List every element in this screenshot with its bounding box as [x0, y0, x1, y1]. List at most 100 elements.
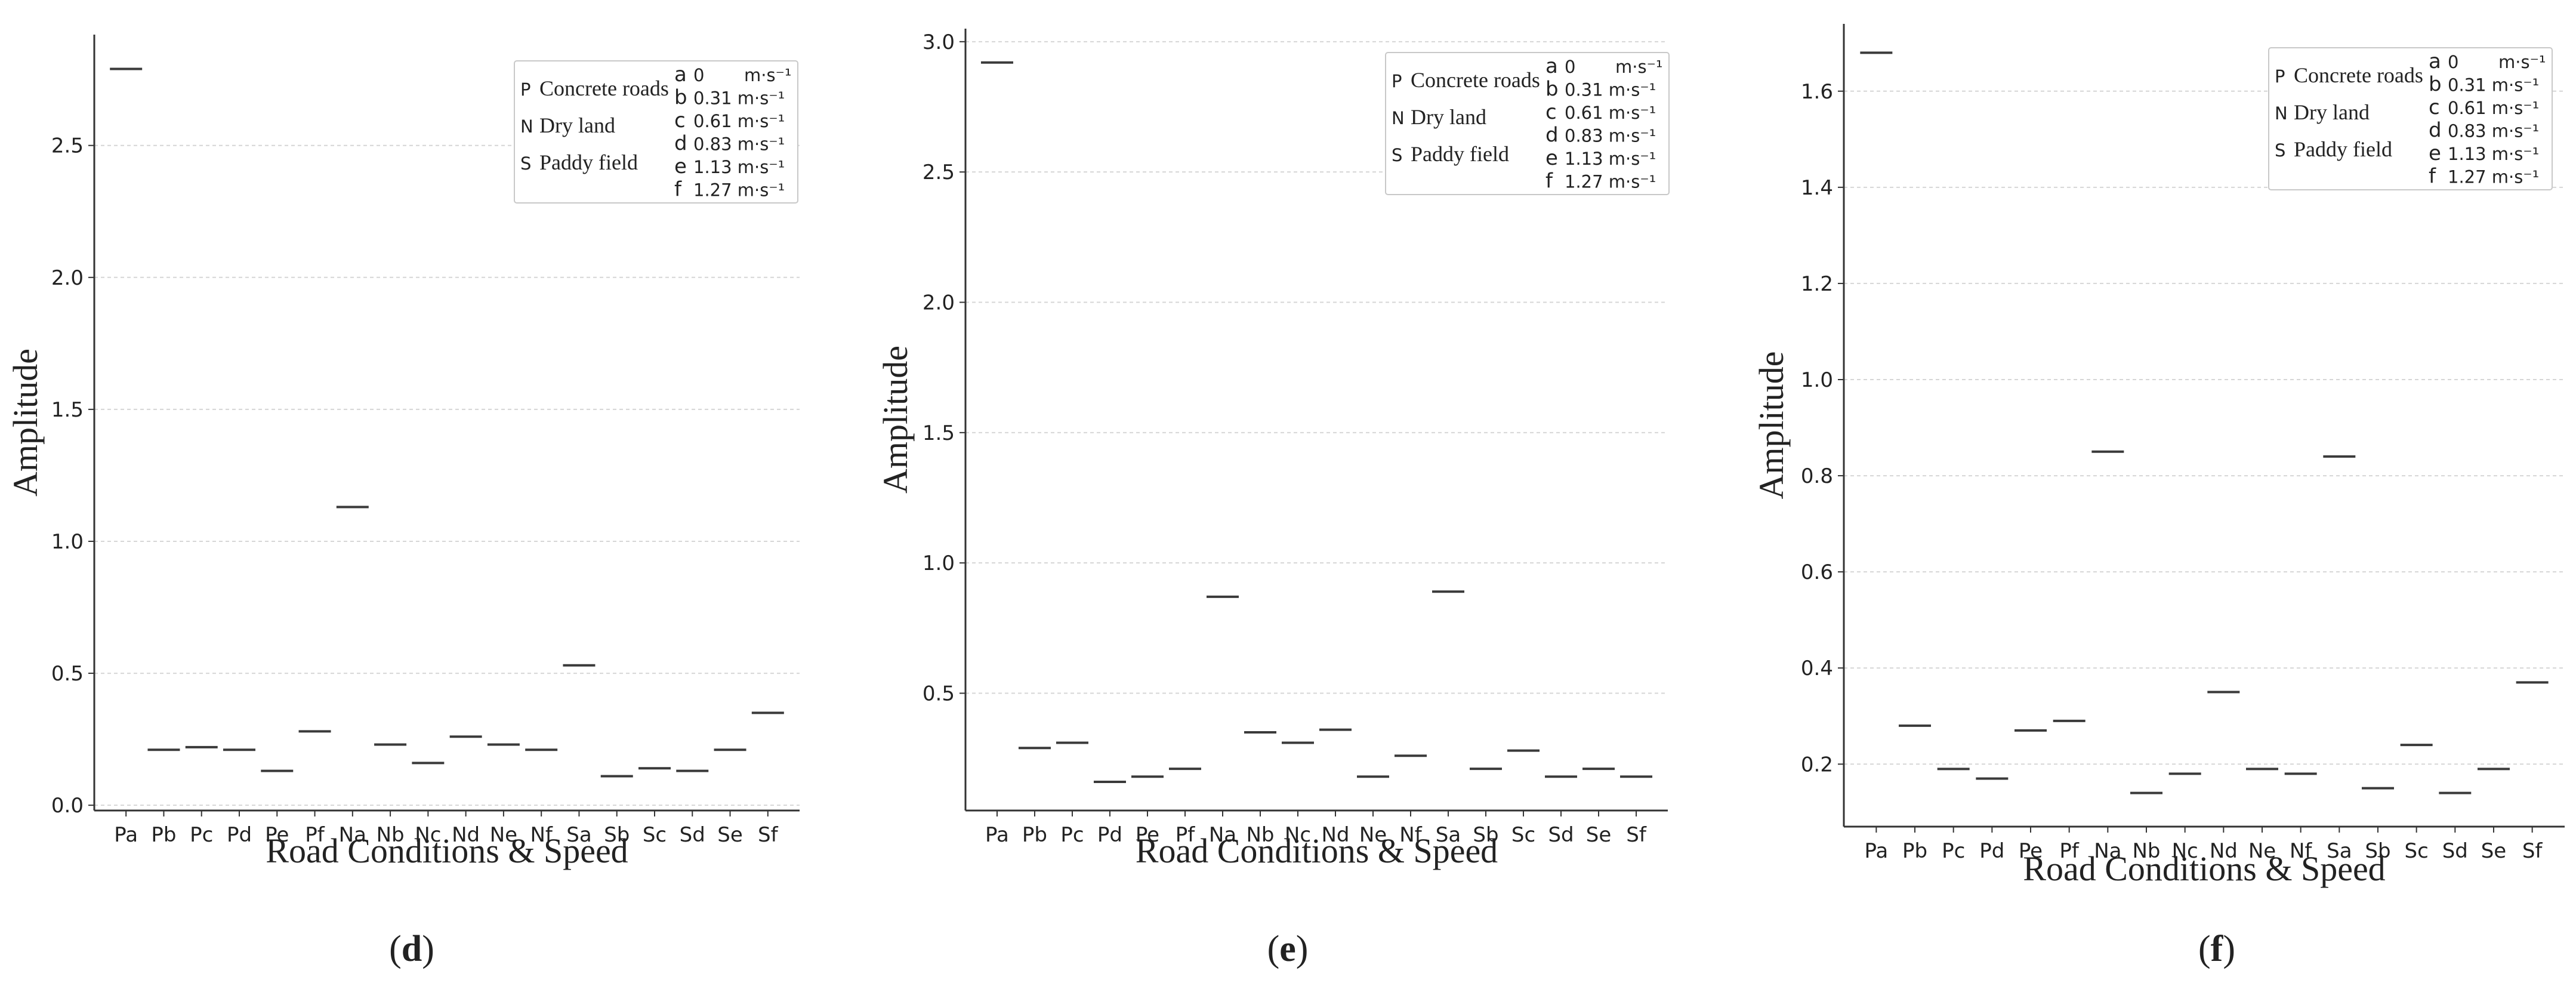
legend-speed-label: 1.13 m·s⁻¹ — [2448, 144, 2539, 164]
y-tick-label: 1.5 — [51, 398, 84, 422]
legend-surface-label: Paddy field — [2294, 137, 2392, 161]
legend-speed-label: 1.13 m·s⁻¹ — [693, 157, 785, 177]
legend-speed-label: 1.13 m·s⁻¹ — [1565, 149, 1656, 169]
legend-speed-label: 0.31 m·s⁻¹ — [693, 88, 785, 109]
legend-speed-key: c — [674, 109, 686, 132]
x-tick-label: Sc — [1511, 823, 1535, 847]
x-tick-label: Sf — [758, 823, 779, 847]
legend-speed-label: 0 — [1565, 57, 1575, 77]
y-tick-label: 2.5 — [923, 161, 955, 184]
legend-speed-key: c — [1545, 100, 1557, 124]
y-tick-label: 0.4 — [1801, 657, 1833, 680]
x-tick-label: Sc — [643, 823, 667, 847]
legend-speed-key: e — [674, 155, 687, 178]
legend-speed-key: f — [1545, 170, 1553, 193]
legend-box — [2268, 47, 2553, 190]
legend-surface-key: N — [2275, 103, 2288, 124]
legend-surface-key: P — [520, 79, 531, 100]
y-tick-label: 2.0 — [51, 266, 84, 290]
x-tick-label: Pb — [1902, 839, 1927, 863]
legend-speed-label: 0.83 m·s⁻¹ — [2448, 121, 2539, 141]
legend-speed-key: f — [2429, 165, 2436, 189]
legend-speed-key: e — [2429, 141, 2441, 165]
legend-surface-key: N — [1392, 108, 1405, 128]
panel-letter: f — [2211, 929, 2224, 969]
x-tick-label: Pe — [265, 823, 289, 847]
panel-label: (d) — [389, 929, 434, 969]
y-tick-label: 0.5 — [923, 682, 955, 706]
x-tick-label: Sd — [680, 823, 705, 847]
y-tick-label: 0.0 — [51, 794, 84, 818]
panel-label: (f) — [2198, 929, 2235, 969]
y-tick-label: 1.0 — [51, 530, 84, 554]
x-tick-label: Nc — [2172, 839, 2198, 863]
legend-speed-label: 1.27 m·s⁻¹ — [1565, 172, 1656, 192]
y-tick-label: 1.4 — [1801, 176, 1833, 200]
y-tick-label: 0.2 — [1801, 753, 1833, 776]
x-tick-label: Nf — [1399, 823, 1422, 847]
x-tick-label: Pf — [1176, 823, 1196, 847]
legend-speed-label: 0.61 m·s⁻¹ — [2448, 98, 2539, 118]
x-tick-label: Nd — [452, 823, 480, 847]
panel-label: (e) — [1267, 929, 1309, 969]
y-tick-label: 2.5 — [51, 134, 84, 158]
x-tick-label: Pb — [1022, 823, 1047, 847]
legend-speed-label: 0.61 m·s⁻¹ — [693, 111, 785, 131]
x-tick-label: Pe — [1136, 823, 1159, 847]
x-tick-label: Sb — [604, 823, 630, 847]
y-tick-label: 1.2 — [1801, 272, 1833, 296]
legend-speed-unit: m·s⁻¹ — [2498, 52, 2546, 72]
legend-surface-key: S — [1392, 145, 1402, 165]
legend-surface-label: Concrete roads — [1411, 68, 1540, 92]
y-axis-label: Amplitude — [876, 346, 915, 494]
x-tick-label: Nf — [530, 823, 553, 847]
x-tick-label: Pc — [1060, 823, 1084, 847]
y-tick-label: 1.0 — [923, 551, 955, 575]
x-tick-label: Sf — [1626, 823, 1647, 847]
chart-panel-e: 0.5 1.0 1.5 2.0 2.5 3.0 Pa Pb Pc Pd Pe Pf Na Nb Nc Nd Ne… — [876, 29, 1670, 969]
legend-box — [514, 60, 798, 204]
x-tick-label: Nb — [1246, 823, 1274, 847]
x-axis-label: Road Conditions & Speed — [2023, 849, 2385, 888]
x-tick-label: Sf — [2522, 839, 2543, 863]
legend-surface-key: N — [520, 116, 533, 137]
legend-surface-key: S — [2275, 140, 2285, 161]
x-tick-label: Na — [1209, 823, 1236, 847]
panel-letter: e — [1279, 929, 1296, 969]
legend-speed-key: d — [674, 132, 687, 156]
legend-box — [1385, 52, 1670, 195]
x-tick-label: Pa — [114, 823, 138, 847]
x-tick-label: Pc — [1942, 839, 1965, 863]
legend-surface-label: Paddy field — [1411, 142, 1509, 166]
legend-speed-key: b — [674, 86, 687, 110]
x-tick-label: Pd — [227, 823, 252, 847]
legend-speed-key: d — [2429, 119, 2442, 143]
y-tick-label: 0.6 — [1801, 560, 1833, 584]
x-tick-label: Pa — [985, 823, 1009, 847]
x-tick-label: Sa — [2327, 839, 2352, 863]
x-tick-label: Se — [717, 823, 743, 847]
panel-letter: d — [402, 929, 422, 969]
legend: P Concrete roads N Dry land S Paddy field a 0 m·… — [1385, 52, 1670, 195]
x-tick-label: Pd — [1097, 823, 1122, 847]
legend-surface-key: S — [520, 153, 531, 174]
x-tick-label: Pe — [2019, 839, 2043, 863]
legend-speed-label: 1.27 m·s⁻¹ — [2448, 167, 2539, 187]
x-axis-label: Road Conditions & Speed — [1136, 831, 1498, 870]
x-tick-label: Nd — [2210, 839, 2238, 863]
y-axis-label: Amplitude — [6, 349, 45, 497]
legend-speed-label: 0.31 m·s⁻¹ — [1565, 80, 1656, 100]
legend-speed-key: a — [2429, 50, 2441, 73]
x-tick-label: Ne — [2248, 839, 2276, 863]
x-tick-label: Ne — [490, 823, 517, 847]
legend-speed-label: 0.61 m·s⁻¹ — [1565, 103, 1656, 123]
x-tick-label: Pc — [190, 823, 213, 847]
legend-speed-unit: m·s⁻¹ — [744, 65, 792, 85]
legend-speed-key: b — [2429, 73, 2442, 97]
x-tick-label: Nd — [1321, 823, 1349, 847]
x-tick-label: Na — [2094, 839, 2121, 863]
x-tick-label: Sa — [566, 823, 591, 847]
y-tick-label: 3.0 — [923, 30, 955, 54]
legend-surface-label: Dry land — [539, 113, 615, 137]
